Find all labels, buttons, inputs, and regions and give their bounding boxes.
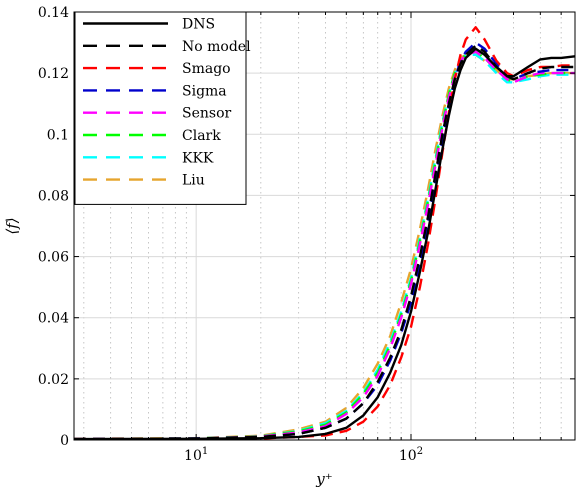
legend-label: KKK: [182, 150, 214, 166]
ticks: 0 0.02 0.04 0.06 0.08 0.1 0.12 0.14 101 102: [38, 5, 575, 464]
y-tick-label: 0.06: [38, 250, 69, 266]
legend-label: Smago: [182, 61, 231, 77]
y-tick-label: 0.02: [38, 372, 69, 388]
x-tick-label: 101: [184, 446, 208, 464]
series-line-kkk: [73, 53, 575, 441]
x-tick-label: 102: [399, 446, 423, 464]
legend-label: Clark: [182, 128, 221, 144]
legend-label: DNS: [182, 17, 215, 33]
x-axis-label: y⁺: [315, 470, 332, 488]
series-line-dns: [73, 47, 576, 441]
y-tick-label: 0.04: [38, 311, 69, 327]
series-layer: [73, 26, 576, 441]
y-tick-label: 0.12: [38, 66, 69, 82]
legend: DNS No model Smago Sigma Sensor Clark KKK Liu: [74, 11, 251, 205]
series-line-liu: [73, 53, 575, 440]
y-tick-label: 0.08: [38, 188, 69, 204]
y-tick-label: 0.14: [38, 5, 69, 21]
legend-label: No model: [182, 39, 251, 55]
series-line-no-model: [73, 44, 575, 441]
legend-label: Sigma: [182, 83, 227, 99]
y-tick-label: 0: [60, 433, 69, 449]
y-tick-label: 0.1: [47, 127, 69, 143]
y-axis-label: ⟨f⟩: [3, 217, 21, 234]
series-line-sensor: [73, 50, 575, 441]
legend-box: [74, 11, 247, 205]
legend-label: Sensor: [182, 106, 232, 122]
plot-frame: [73, 11, 576, 441]
legend-label: Liu: [182, 173, 205, 189]
